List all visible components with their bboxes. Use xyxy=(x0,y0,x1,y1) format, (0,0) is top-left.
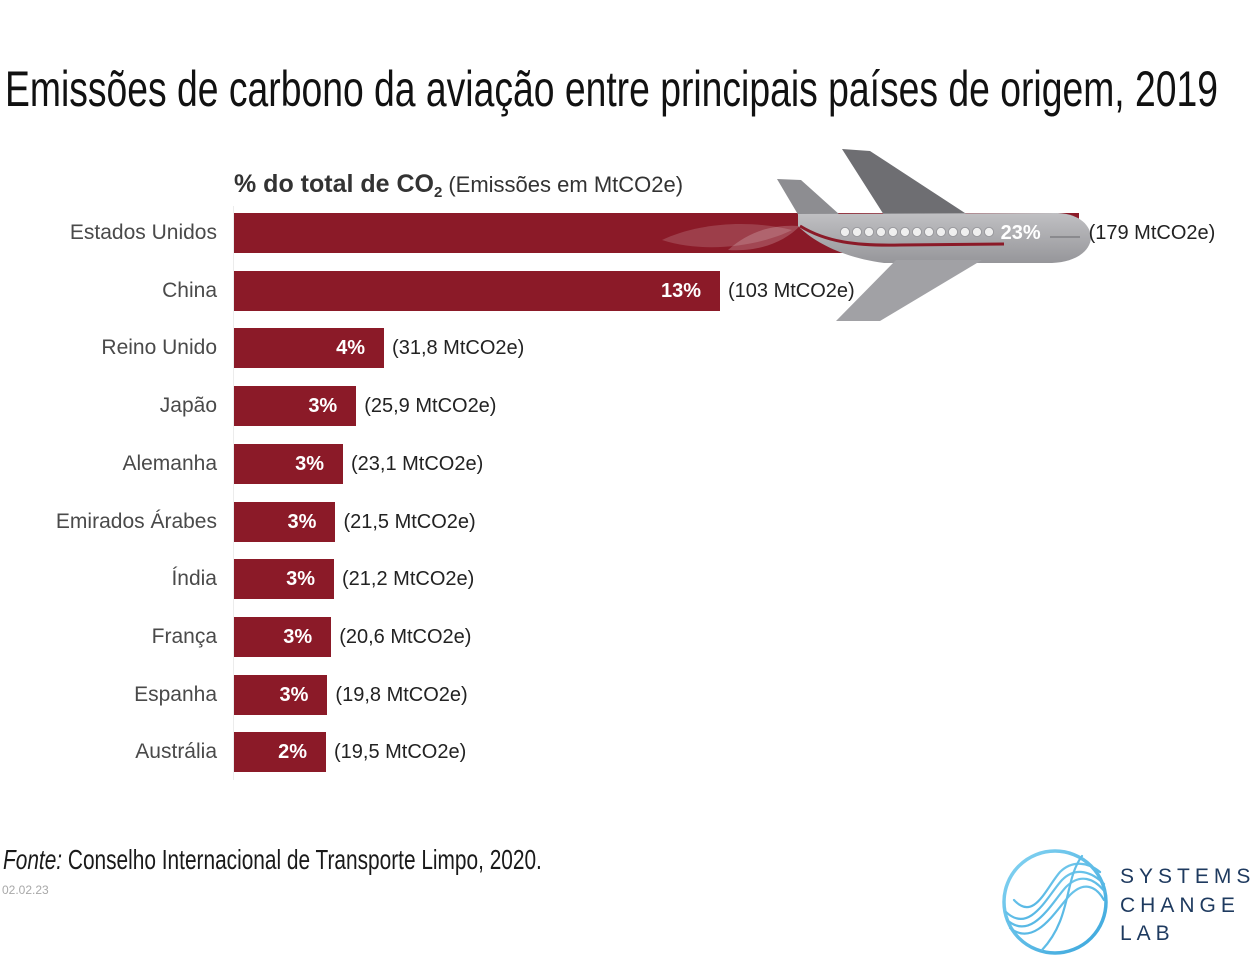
wave-circle-icon xyxy=(1002,849,1108,955)
category-label-estados-unidos: Estados Unidos xyxy=(69,221,217,244)
window xyxy=(851,226,863,238)
subtitle-unit: (Emissões em MtCO2e) xyxy=(448,172,684,197)
window xyxy=(887,226,899,238)
window xyxy=(911,226,923,238)
category-label-reino-unido: Reino Unido xyxy=(101,336,217,360)
airplane-icon xyxy=(662,149,1091,321)
value-label-estados-unidos: (179 MtCO2e) xyxy=(1088,222,1216,244)
logo-text-lab: LAB xyxy=(1120,922,1175,945)
percent-label-china: 13% xyxy=(660,279,701,302)
bar-australia xyxy=(234,732,326,773)
bar-india xyxy=(234,559,335,600)
bar-franca xyxy=(234,616,332,657)
source-note: Fonte: Conselho Internacional de Transpo… xyxy=(3,846,542,874)
subtitle-subscript: 2 xyxy=(434,184,443,201)
airplane-fuselage xyxy=(798,213,1091,263)
bar-china xyxy=(234,270,720,311)
value-label-reino-unido: (31,8 MtCO2e) xyxy=(392,337,525,360)
category-label-china: China xyxy=(162,278,217,302)
value-label-franca: (20,6 MtCO2e) xyxy=(339,625,472,648)
bar-espanha xyxy=(234,674,328,715)
logo-waves xyxy=(1004,854,1107,952)
logo-text-change: CHANGE xyxy=(1120,894,1240,917)
window xyxy=(923,226,935,238)
percent-label-alemanha: 3% xyxy=(295,452,324,475)
window xyxy=(875,226,887,238)
airplane-smoke xyxy=(662,224,800,251)
window xyxy=(899,226,911,238)
percent-label-emirados-arabes: 3% xyxy=(287,510,317,533)
value-label-australia: (19,5 MtCO2e) xyxy=(334,741,467,764)
percent-label-japao: 3% xyxy=(308,395,338,418)
airplane-windows xyxy=(839,226,995,238)
source-text: Conselho Internacional de Transporte Lim… xyxy=(67,844,542,875)
airplane-far-wing xyxy=(842,149,968,215)
date-stamp: 02.02.23 xyxy=(2,883,49,897)
window xyxy=(959,226,971,238)
value-label-emirados-arabes: (21,5 MtCO2e) xyxy=(343,510,476,533)
percent-label-reino-unido: 4% xyxy=(336,337,366,360)
window xyxy=(839,226,851,238)
percent-label-estados-unidos: 23% xyxy=(1000,222,1041,244)
logo-wave xyxy=(1012,862,1102,909)
logo-wave xyxy=(1040,854,1084,952)
value-label-espanha: (19,8 MtCO2e) xyxy=(335,683,468,706)
chart-title: Emissões de carbono da aviação entre pri… xyxy=(5,61,1218,117)
smoke-leaf xyxy=(728,225,800,251)
subtitle-metric: % do total de CO xyxy=(234,170,434,198)
bar-emirados-arabes xyxy=(234,501,336,542)
window xyxy=(863,226,875,238)
smoke-leaf xyxy=(662,224,792,248)
window xyxy=(935,226,947,238)
bar-alemanha xyxy=(234,443,343,484)
value-label-china: (103 MtCO2e) xyxy=(728,279,855,302)
category-label-japao: Japão xyxy=(159,394,217,418)
bar-reino-unido xyxy=(234,328,385,369)
value-label-japao: (25,9 MtCO2e) xyxy=(364,395,497,418)
logo-text-systems: SYSTEMS xyxy=(1120,865,1256,888)
airplane-near-wing xyxy=(836,260,982,321)
logo-wave xyxy=(1005,877,1107,928)
window xyxy=(983,226,995,238)
window xyxy=(947,226,959,238)
airplane-red-stripe xyxy=(799,224,1005,247)
logo-wave xyxy=(1004,870,1106,921)
bar-japao xyxy=(234,386,357,427)
category-label-franca: França xyxy=(151,624,217,648)
percent-label-franca: 3% xyxy=(283,625,313,648)
category-label-alemanha: Alemanha xyxy=(122,451,217,475)
value-label-alemanha: (23,1 MtCO2e) xyxy=(350,452,484,475)
percent-label-espanha: 3% xyxy=(279,683,309,706)
category-label-espanha: Espanha xyxy=(134,682,217,706)
value-label-india: (21,2 MtCO2e) xyxy=(342,568,475,591)
window xyxy=(971,226,983,238)
logo-wave xyxy=(1008,885,1106,935)
chart-subtitle: % do total de CO2 (Emissões em MtCO2e) xyxy=(234,170,683,207)
category-label-india: Índia xyxy=(171,567,217,591)
percent-label-australia: 2% xyxy=(278,741,308,764)
logo-ring xyxy=(1002,849,1108,955)
source-label: Fonte: xyxy=(3,844,63,875)
category-axis-line xyxy=(233,206,234,780)
category-label-australia: Austrália xyxy=(135,740,217,764)
category-label-emirados-arabes: Emirados Árabes xyxy=(55,509,217,533)
percent-label-india: 3% xyxy=(286,568,316,591)
